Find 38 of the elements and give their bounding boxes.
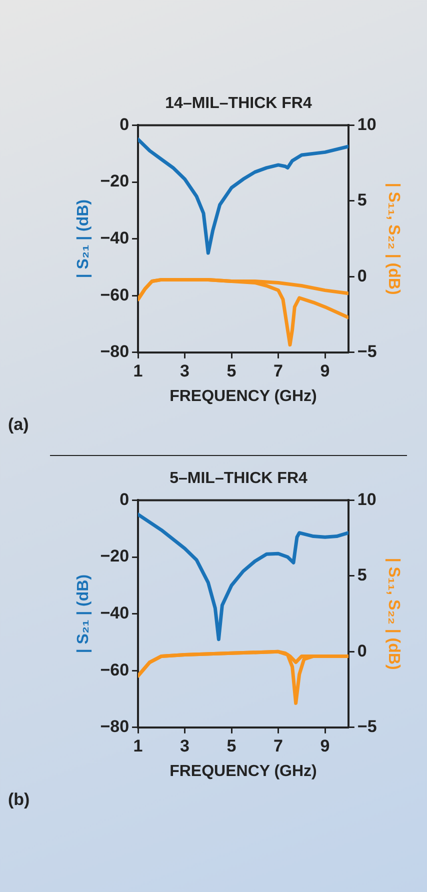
x-tick-label: 1 (133, 736, 143, 756)
x-tick-label: 1 (133, 361, 143, 380)
y-tick-label: −40 (100, 603, 130, 622)
y-tick-label: 0 (120, 490, 130, 509)
y-tick-label: −60 (100, 660, 130, 680)
x-axis-title: FREQUENCY (GHz) (170, 388, 317, 405)
x-tick-label: 5 (226, 736, 236, 756)
y2-tick-label: 0 (357, 266, 367, 286)
y-tick-label: −60 (100, 285, 130, 304)
y2-axis-title: | S₁₁, S₂₂ | (dB) (384, 558, 402, 670)
y-tick-label: −40 (100, 228, 130, 248)
y2-tick-label: −5 (357, 342, 377, 362)
y-axis-title: | S₂₁ | (dB) (75, 574, 92, 654)
x-axis-title: FREQUENCY (GHz) (170, 762, 317, 780)
y-tick-label: −20 (100, 172, 130, 191)
y2-tick-label: 5 (357, 190, 367, 210)
chart-title: 5–MIL–THICK FR4 (170, 470, 308, 488)
chart-title: 14–MIL–THICK FR4 (165, 95, 312, 112)
y2-tick-label: 5 (357, 566, 367, 585)
x-tick-label: 3 (180, 361, 190, 380)
y2-tick-label: 0 (357, 641, 367, 660)
y-axis-title: | S₂₁ | (dB) (75, 199, 92, 278)
x-tick-label: 5 (226, 361, 236, 380)
y-tick-label: −80 (100, 342, 130, 362)
y2-tick-label: −5 (357, 717, 377, 736)
y2-axis-title: | S₁₁, S₂₂ | (dB) (384, 182, 402, 295)
text: (a) (8, 415, 29, 434)
x-tick-label: 7 (274, 361, 284, 380)
x-tick-label: 9 (320, 736, 330, 756)
y-tick-label: −80 (100, 717, 130, 736)
text: (b) (8, 790, 30, 810)
x-tick-label: 9 (320, 361, 330, 380)
y2-tick-label: 10 (357, 490, 376, 509)
x-tick-label: 3 (180, 736, 190, 756)
y-tick-label: −20 (100, 546, 130, 566)
x-tick-label: 7 (274, 736, 284, 756)
y2-tick-label: 10 (357, 114, 376, 134)
y-tick-label: 0 (120, 114, 130, 134)
